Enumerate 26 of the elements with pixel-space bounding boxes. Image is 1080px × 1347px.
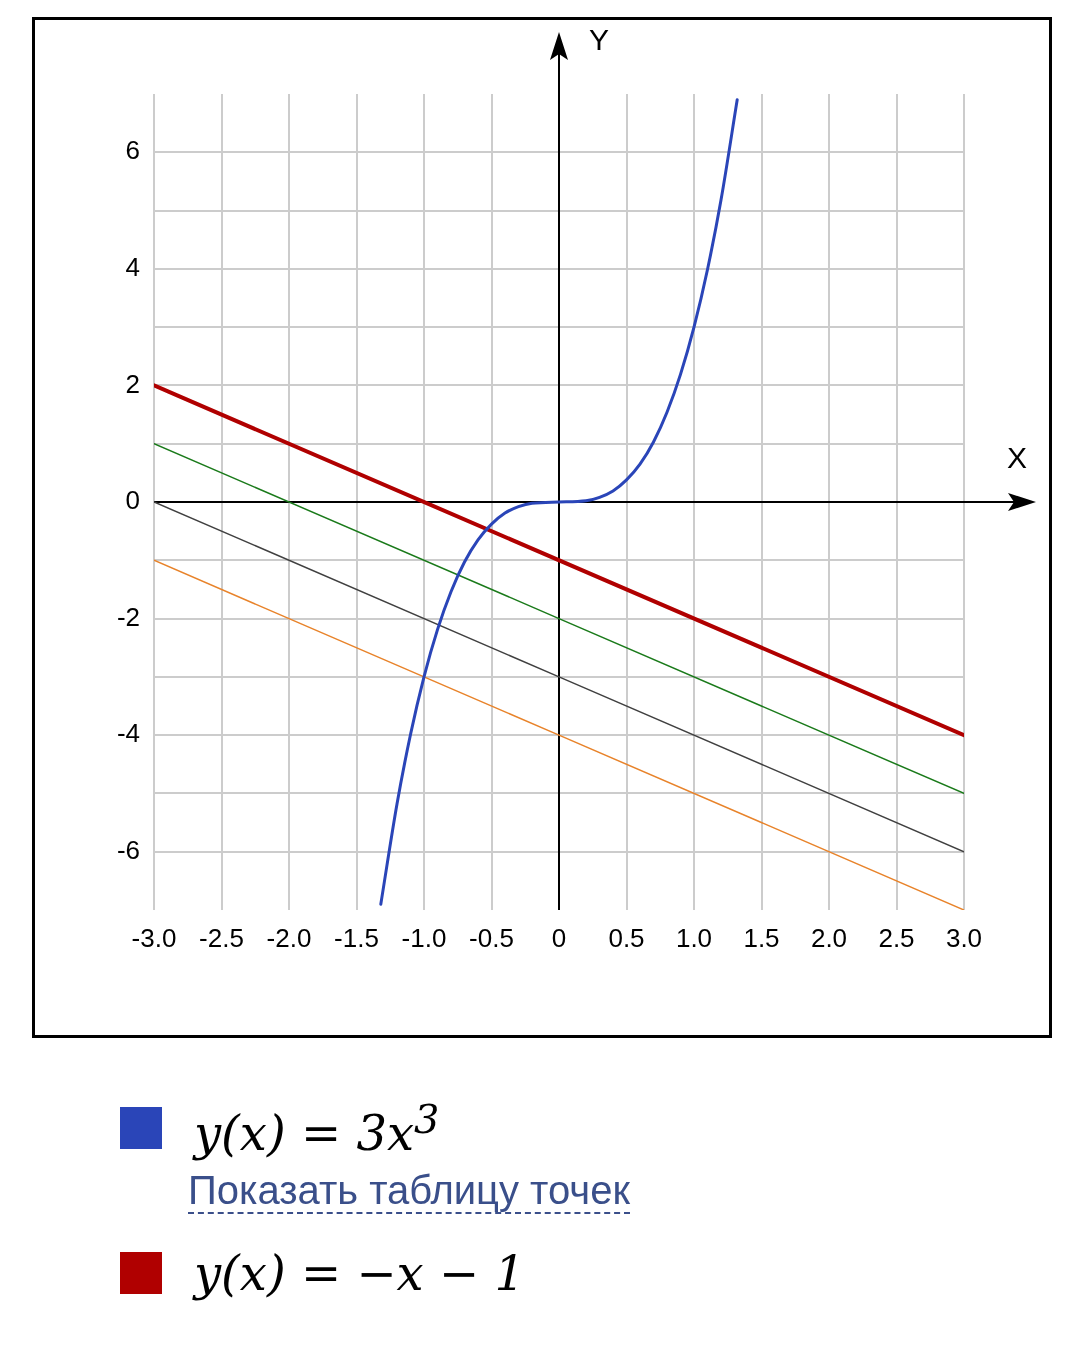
y-tick-label: 6 <box>125 135 140 166</box>
x-tick-label: -1.5 <box>334 922 379 953</box>
x-tick-label: 3.0 <box>945 922 983 953</box>
x-tick-label: 1.5 <box>743 922 780 953</box>
x-tick-label: 0.5 <box>608 922 645 953</box>
x-tick-label: 2.5 <box>878 922 915 953</box>
x-tick-label: -2.5 <box>199 922 244 953</box>
x-tick-label: -3.0 <box>131 922 177 953</box>
y-tick-label: 4 <box>125 252 140 283</box>
x-tick-label: -1.0 <box>401 922 447 953</box>
y-axis-title: Y <box>588 23 610 57</box>
x-tick-label: -2.0 <box>266 922 312 953</box>
y-tick-label: -2 <box>116 601 140 632</box>
x-tick-label: 1.0 <box>675 922 713 953</box>
x-axis-title: X <box>1006 441 1028 475</box>
legend-label: y(x) = −x − 1 <box>194 1245 525 1301</box>
text: Показать таблицу точек <box>188 1168 630 1214</box>
y-tick-label: -6 <box>116 834 140 865</box>
legend-label: y(x) = 3x$^{3}$ <box>194 1095 440 1161</box>
y-tick-label: 0 <box>125 485 140 516</box>
x-tick-label: -0.5 <box>469 922 514 953</box>
line-series <box>379 98 739 906</box>
y-tick-label: -4 <box>116 718 140 749</box>
y-tick-label: 2 <box>125 368 140 399</box>
x-tick-label: 2.0 <box>810 922 848 953</box>
x-tick-label: 0 <box>551 922 567 953</box>
